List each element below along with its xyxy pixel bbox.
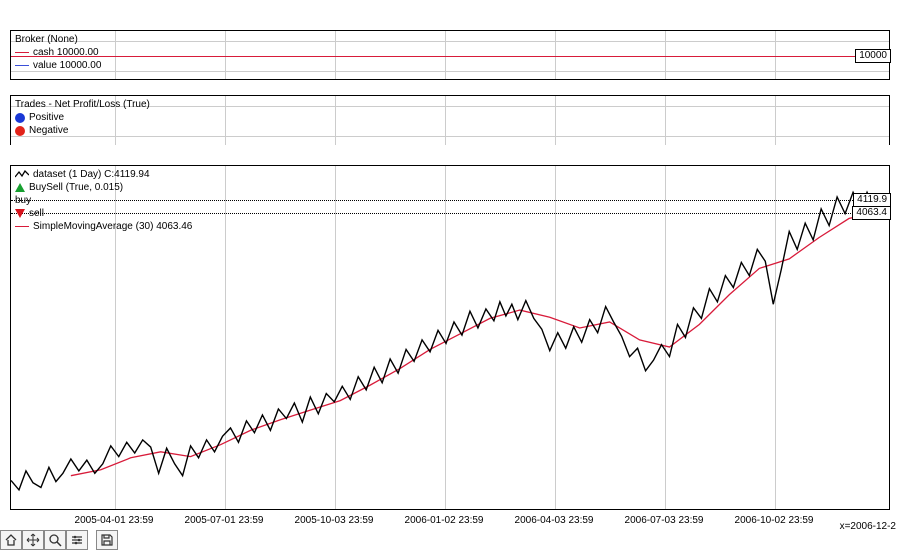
sma-swatch bbox=[15, 226, 29, 227]
legend-label: SimpleMovingAverage (30) 4063.46 bbox=[33, 220, 192, 233]
cash-line bbox=[11, 56, 889, 57]
price-value-box: 4063.4 bbox=[852, 206, 891, 220]
grid-h bbox=[11, 71, 889, 72]
broker-panel: Broker (None) cash 10000.00 value 10000.… bbox=[10, 30, 890, 80]
configure-button[interactable] bbox=[66, 530, 88, 550]
price-legend: dataset (1 Day) C:4119.94 BuySell (True,… bbox=[15, 168, 192, 233]
legend-label: cash 10000.00 bbox=[33, 46, 99, 59]
plot-toolbar bbox=[0, 530, 118, 550]
buy-marker-icon bbox=[15, 183, 25, 192]
xaxis-label: 2005-07-01 23:59 bbox=[185, 515, 264, 526]
save-button[interactable] bbox=[96, 530, 118, 550]
xaxis-label: 2006-07-03 23:59 bbox=[625, 515, 704, 526]
grid-v bbox=[335, 96, 336, 145]
grid-v bbox=[775, 96, 776, 145]
value-swatch bbox=[15, 65, 29, 66]
xaxis-label: 2005-10-03 23:59 bbox=[295, 515, 374, 526]
cash-swatch bbox=[15, 52, 29, 53]
grid-v bbox=[445, 96, 446, 145]
xaxis-label: 2006-10-02 23:59 bbox=[735, 515, 814, 526]
cursor-status: x=2006-12-2 bbox=[840, 521, 896, 532]
legend-label: buy bbox=[15, 194, 31, 207]
legend-label: dataset (1 Day) C:4119.94 bbox=[33, 168, 150, 181]
trades-panel: Trades - Net Profit/Loss (True) Positive… bbox=[10, 95, 890, 145]
legend-label: Broker (None) bbox=[15, 33, 78, 46]
legend-label: Positive bbox=[29, 111, 64, 124]
broker-legend: Broker (None) cash 10000.00 value 10000.… bbox=[15, 33, 101, 72]
grid-h bbox=[11, 41, 889, 42]
xaxis-label: 2005-04-01 23:59 bbox=[75, 515, 154, 526]
positive-dot-icon bbox=[15, 113, 25, 123]
home-button[interactable] bbox=[0, 530, 22, 550]
price-value-box: 4119.9 bbox=[853, 193, 891, 207]
broker-value-box: 10000 bbox=[855, 49, 891, 63]
legend-label: Negative bbox=[29, 124, 68, 137]
sell-marker-icon bbox=[15, 209, 25, 218]
trades-legend: Trades - Net Profit/Loss (True) Positive… bbox=[15, 98, 150, 137]
grid-v bbox=[665, 96, 666, 145]
legend-label: sell bbox=[29, 207, 44, 220]
grid-v bbox=[225, 96, 226, 145]
xaxis-label: 2006-04-03 23:59 bbox=[515, 515, 594, 526]
pan-button[interactable] bbox=[22, 530, 44, 550]
xaxis-label: 2006-01-02 23:59 bbox=[405, 515, 484, 526]
price-line-icon bbox=[15, 170, 29, 180]
negative-dot-icon bbox=[15, 126, 25, 136]
legend-label: Trades - Net Profit/Loss (True) bbox=[15, 98, 150, 111]
legend-label: BuySell (True, 0.015) bbox=[29, 181, 123, 194]
zoom-button[interactable] bbox=[44, 530, 66, 550]
price-panel: dataset (1 Day) C:4119.94 BuySell (True,… bbox=[10, 165, 890, 510]
grid-v bbox=[555, 96, 556, 145]
legend-label: value 10000.00 bbox=[33, 59, 101, 72]
